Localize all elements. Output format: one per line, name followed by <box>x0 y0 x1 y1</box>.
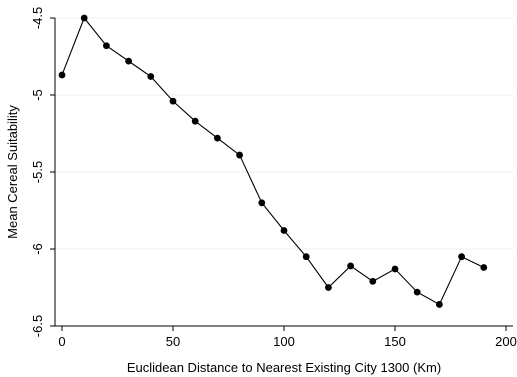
x-tick-label-3: 150 <box>384 334 406 349</box>
data-point <box>325 284 332 291</box>
data-points <box>58 14 488 308</box>
data-point <box>214 134 221 142</box>
axes: -4.5 -5 -5.5 -6 -6.5 0 50 100 150 200 <box>30 7 517 349</box>
data-point <box>369 277 377 285</box>
data-point <box>125 57 132 65</box>
data-point <box>347 262 354 270</box>
data-point <box>169 97 177 105</box>
y-tick-label-1: -5 <box>30 89 45 101</box>
y-tick-label-2: -5.5 <box>30 161 45 183</box>
series-0-line <box>61 16 485 306</box>
data-point <box>302 253 310 261</box>
y-tick-label-3: -6 <box>30 243 45 255</box>
data-point <box>280 227 288 234</box>
data-point <box>58 71 66 79</box>
series-line <box>61 16 485 306</box>
data-point <box>436 301 443 308</box>
x-tick-label-2: 100 <box>273 334 295 349</box>
data-point <box>458 253 465 261</box>
x-tick-label-0: 0 <box>58 334 65 349</box>
data-point <box>103 42 110 50</box>
data-point <box>80 14 88 22</box>
x-tick-label-1: 50 <box>166 334 180 349</box>
data-point <box>480 264 488 271</box>
data-point <box>191 117 199 125</box>
data-point <box>413 288 421 296</box>
data-point <box>147 73 155 80</box>
y-axis-title: Mean Cereal Suitability <box>5 105 20 239</box>
data-point <box>391 265 399 273</box>
x-tick-label-4: 200 <box>495 334 517 349</box>
x-axis-title: Euclidean Distance to Nearest Existing C… <box>127 360 441 375</box>
y-tick-label-0: -4.5 <box>30 7 45 29</box>
data-point <box>258 199 266 207</box>
y-tick-label-4: -6.5 <box>30 315 45 337</box>
data-point <box>236 151 244 159</box>
